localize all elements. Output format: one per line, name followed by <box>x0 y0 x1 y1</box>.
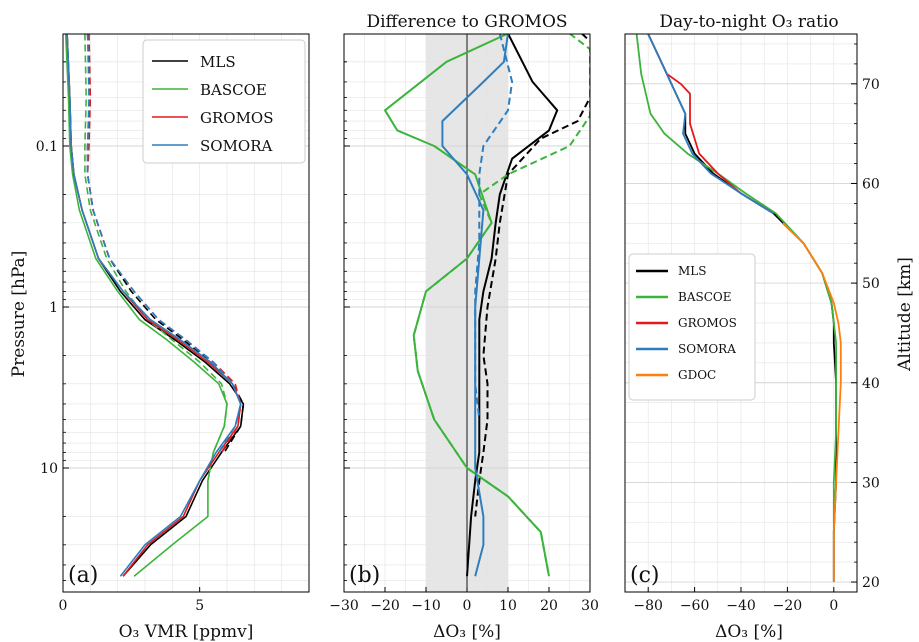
panel-b-xtick-label: 10 <box>499 598 517 614</box>
panel-c-ytick-label: 20 <box>862 575 880 591</box>
series-mls-solid-line <box>466 34 559 577</box>
panel-b-xtick-label: 30 <box>581 598 599 614</box>
panel-c-xtick-label: 0 <box>829 598 838 614</box>
panel-a-ylabel: Pressure [hPa] <box>9 251 29 378</box>
legend-c-label-mls: MLS <box>678 264 706 278</box>
panel-c-xtick-label: −20 <box>773 598 803 614</box>
panel-b-xtick-label: 20 <box>540 598 558 614</box>
panel-c-title: Day-to-night O₃ ratio <box>659 12 838 32</box>
panel-c-xlabel: ΔO₃ [%] <box>715 622 783 642</box>
panel-b-xtick-label: −20 <box>370 598 400 614</box>
panel-c-curves <box>635 34 842 582</box>
panel-a-ytick-label: 10 <box>40 461 58 477</box>
panel-b-curves <box>384 34 590 577</box>
legend-a-label-bascoe: BASCOE <box>200 81 267 99</box>
panel-c-ytick-label: 30 <box>862 475 880 491</box>
panel-b-xtick-label: 0 <box>463 598 472 614</box>
series-somora-solid-line <box>66 34 242 577</box>
legend-c-frame <box>628 253 756 401</box>
panel-b-xtick-label: −30 <box>329 598 359 614</box>
panel-c-xtick-label: −80 <box>633 598 663 614</box>
panel-a-ytick-label: 1 <box>49 300 58 316</box>
series-bascoe-dashed-line <box>412 34 590 577</box>
panel-a-xlabel: O₃ VMR [ppmv] <box>119 622 254 642</box>
series-somora-dashed-line <box>86 34 242 453</box>
panel-c-ylabel: Altitude [km] <box>895 257 915 372</box>
series-somora-solid-line <box>441 34 509 577</box>
legend-a-label-mls: MLS <box>200 53 236 71</box>
legend-a-label-somora: SOMORA <box>200 137 273 155</box>
panel-a-frame <box>62 33 310 593</box>
legend-c: MLS BASCOE GROMOS SOMORA GDOC <box>628 253 756 401</box>
panel-b-xlabel: ΔO₃ [%] <box>433 622 501 642</box>
series-mls-dashed-line <box>86 34 245 453</box>
series-gdoc-solid-line <box>782 222 842 582</box>
panel-c-ytick-label: 70 <box>862 77 880 93</box>
panel-b-title: Difference to GROMOS <box>366 12 567 32</box>
panel-c-ytick-label: 40 <box>862 376 880 392</box>
panel-a-xtick-label: 5 <box>195 598 204 614</box>
panel-c-xtick-label: −60 <box>680 598 710 614</box>
panel-c-xtick-label: −40 <box>726 598 756 614</box>
panel-b-xtick-label: −10 <box>411 598 441 614</box>
legend-c-label-gromos: GROMOS <box>678 316 737 330</box>
legend-a-frame <box>142 39 306 164</box>
panel-b-letter: (b) <box>349 563 380 588</box>
legend-a: MLS BASCOE GROMOS SOMORA <box>142 39 306 164</box>
legend-a-label-gromos: GROMOS <box>200 109 274 127</box>
series-somora-dashed-line <box>474 34 514 420</box>
legend-c-label-gdoc: GDOC <box>678 368 716 382</box>
legend-c-label-bascoe: BASCOE <box>678 290 731 304</box>
panel-c-ytick-label: 60 <box>862 176 880 192</box>
legend-c-label-somora: SOMORA <box>678 342 736 356</box>
panel-a-curves <box>64 34 245 577</box>
panel-a-letter: (a) <box>68 563 98 588</box>
panel-c-letter: (c) <box>630 563 660 588</box>
panel-a-ytick-label: 0.1 <box>36 139 58 155</box>
panel-c-ytick-label: 50 <box>862 276 880 292</box>
series-somora-solid-line <box>647 34 774 215</box>
panel-a-xtick-label: 0 <box>59 598 68 614</box>
series-bascoe-solid-line <box>64 34 228 577</box>
